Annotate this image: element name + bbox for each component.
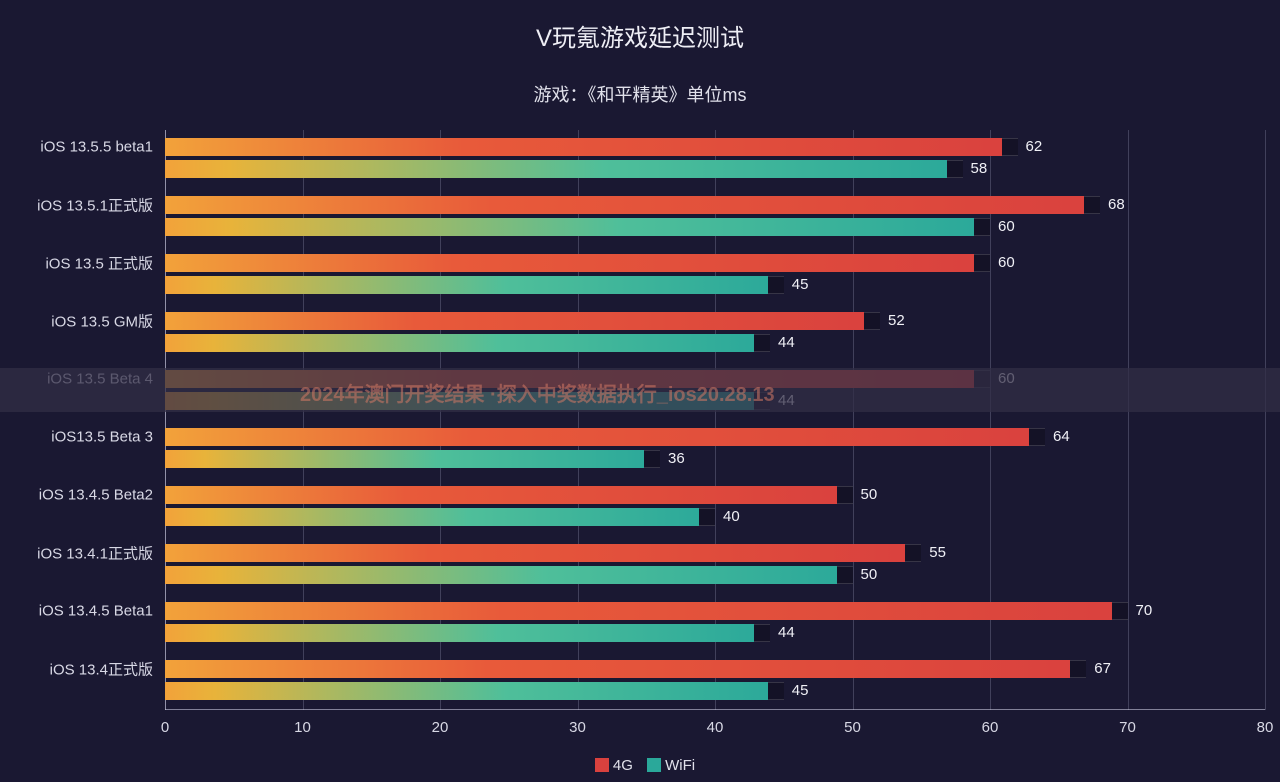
bar-cap (1112, 602, 1128, 620)
category-label: iOS 13.4正式版 (50, 659, 165, 680)
bar-wifi: 60 (165, 218, 990, 236)
bar-4g: 70 (165, 602, 1128, 620)
x-tick-label: 10 (294, 719, 311, 736)
bar-4g: 64 (165, 428, 1045, 446)
bar-value-label: 64 (1045, 428, 1070, 446)
bar-wifi: 44 (165, 334, 770, 352)
x-tick-label: 50 (844, 719, 861, 736)
category-label: iOS13.5 Beta 3 (51, 429, 165, 446)
bar-cap (1084, 196, 1100, 214)
category-label: iOS 13.5.5 beta1 (40, 139, 165, 156)
bar-value-label: 44 (770, 624, 795, 642)
x-tick-label: 30 (569, 719, 586, 736)
bar-wifi: 45 (165, 682, 784, 700)
category-label: iOS 13.5.1正式版 (37, 195, 165, 216)
grid-line (1265, 130, 1266, 710)
x-tick-label: 0 (161, 719, 169, 736)
bar-cap (1029, 428, 1045, 446)
bar-value-label: 62 (1018, 138, 1043, 156)
overlay-watermark-text: 2024年澳门开奖结果 ·探入中奖数据执行_ios20.28.13 (300, 378, 775, 407)
bar-cap (905, 544, 921, 562)
bar-value-label: 40 (715, 508, 740, 526)
category-label: iOS 13.4.5 Beta1 (39, 603, 165, 620)
bar-value-label: 70 (1128, 602, 1153, 620)
bar-cap (768, 276, 784, 294)
bar-value-label: 45 (784, 276, 809, 294)
legend-swatch-4g (595, 758, 609, 772)
bar-cap (837, 566, 853, 584)
bar-wifi: 36 (165, 450, 660, 468)
bar-value-label: 60 (990, 218, 1015, 236)
legend-label-wifi: WiFi (665, 757, 695, 774)
bar-4g: 55 (165, 544, 921, 562)
chart-plot-area: 01020304050607080iOS 13.5.5 beta16258iOS… (165, 130, 1265, 710)
bar-value-label: 52 (880, 312, 905, 330)
bar-cap (644, 450, 660, 468)
bar-cap (754, 624, 770, 642)
bar-4g: 60 (165, 254, 990, 272)
x-tick-label: 60 (982, 719, 999, 736)
x-tick-label: 70 (1119, 719, 1136, 736)
grid-line (990, 130, 991, 710)
y-axis (165, 130, 166, 710)
bar-value-label: 50 (853, 566, 878, 584)
grid-line (1128, 130, 1129, 710)
grid-line (715, 130, 716, 710)
x-tick-label: 40 (707, 719, 724, 736)
bar-cap (1070, 660, 1086, 678)
bar-4g: 62 (165, 138, 1018, 156)
bar-wifi: 58 (165, 160, 963, 178)
bar-4g: 68 (165, 196, 1100, 214)
bar-4g: 52 (165, 312, 880, 330)
bar-value-label: 58 (963, 160, 988, 178)
x-tick-label: 80 (1257, 719, 1274, 736)
bar-wifi: 44 (165, 624, 770, 642)
legend-swatch-wifi (647, 758, 661, 772)
bar-cap (974, 254, 990, 272)
bar-value-label: 67 (1086, 660, 1111, 678)
chart-legend: 4G WiFi (0, 757, 1280, 774)
bar-cap (974, 370, 990, 388)
bar-value-label: 45 (784, 682, 809, 700)
bar-cap (837, 486, 853, 504)
category-label: iOS 13.4.5 Beta2 (39, 487, 165, 504)
x-axis (165, 709, 1265, 710)
category-label: iOS 13.4.1正式版 (37, 543, 165, 564)
bar-cap (699, 508, 715, 526)
category-label: iOS 13.5 GM版 (51, 311, 165, 332)
bar-wifi: 40 (165, 508, 715, 526)
x-tick-label: 20 (432, 719, 449, 736)
bar-value-label: 68 (1100, 196, 1125, 214)
bar-value-label: 44 (770, 334, 795, 352)
bar-wifi: 45 (165, 276, 784, 294)
bar-cap (754, 334, 770, 352)
bar-value-label: 50 (853, 486, 878, 504)
bar-value-label: 55 (921, 544, 946, 562)
category-label: iOS 13.5 Beta 4 (47, 371, 165, 388)
bar-wifi: 50 (165, 566, 853, 584)
chart-subtitle: 游戏：《和平精英》单位ms (0, 81, 1280, 107)
bar-cap (947, 160, 963, 178)
category-label: iOS 13.5 正式版 (45, 253, 165, 274)
bar-cap (1002, 138, 1018, 156)
grid-line (303, 130, 304, 710)
bar-value-label: 36 (660, 450, 685, 468)
bar-4g: 67 (165, 660, 1086, 678)
grid-line (578, 130, 579, 710)
grid-line (440, 130, 441, 710)
bar-cap (768, 682, 784, 700)
bar-cap (974, 218, 990, 236)
grid-line (853, 130, 854, 710)
chart-title: V玩氪游戏延迟测试 (0, 0, 1280, 53)
bar-value-label: 60 (990, 254, 1015, 272)
bar-4g: 50 (165, 486, 853, 504)
bar-value-label: 60 (990, 370, 1015, 388)
bar-cap (864, 312, 880, 330)
legend-label-4g: 4G (613, 757, 633, 774)
